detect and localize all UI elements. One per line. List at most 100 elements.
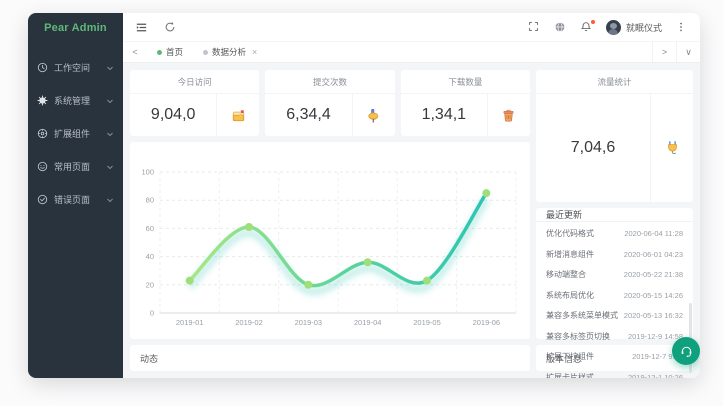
update-label: 扩展卡片样式 bbox=[546, 372, 594, 378]
tab-close-icon[interactable]: × bbox=[252, 47, 258, 57]
update-date: 2020-06-04 11:28 bbox=[624, 229, 683, 239]
app-logo: Pear Admin bbox=[44, 22, 107, 34]
stat-card-commits[interactable]: 提交次数 6,34,4 bbox=[265, 70, 395, 136]
chevron-down-icon bbox=[107, 198, 113, 202]
update-label: 扩展下拉组件 bbox=[546, 352, 594, 362]
update-row[interactable]: 新增消息组件 2020-06-01 04:23 bbox=[536, 244, 693, 265]
update-label: 兼容多系统菜单模式 bbox=[546, 311, 618, 321]
headset-chat-icon bbox=[681, 346, 691, 357]
update-row[interactable]: 兼容多标签页切换 2019-12-9 14:58 bbox=[536, 326, 693, 347]
tab-home[interactable]: 首页 bbox=[147, 42, 193, 62]
refresh-icon[interactable] bbox=[164, 21, 177, 34]
update-row[interactable]: 扩展卡片样式 2019-12-1 10:26 bbox=[536, 367, 693, 378]
svg-text:80: 80 bbox=[146, 196, 154, 205]
sidebar-menu: 工作空间 系统管理 扩展组件 常用 bbox=[28, 43, 123, 216]
svg-text:2019-06: 2019-06 bbox=[473, 318, 501, 327]
bell-icon[interactable] bbox=[580, 19, 595, 34]
stat-value: 1,34,1 bbox=[401, 94, 488, 136]
svg-text:100: 100 bbox=[141, 168, 154, 177]
more-icon[interactable] bbox=[675, 21, 688, 34]
sidebar: Pear Admin 工作空间 系统管理 扩展组件 bbox=[28, 13, 123, 378]
main-area: 就眠仪式 < 首页 数据分析 × > ∨ bbox=[123, 13, 700, 378]
update-date: 2019-12-7 9:06 bbox=[632, 352, 683, 362]
username-label: 就眠仪式 bbox=[625, 22, 662, 33]
stat-card-downloads[interactable]: 下载数量 1,34,1 bbox=[400, 70, 530, 136]
chevron-down-icon bbox=[107, 66, 113, 70]
svg-text:2019-03: 2019-03 bbox=[295, 318, 323, 327]
activity-title: 动态 bbox=[140, 353, 159, 364]
avatar bbox=[605, 19, 621, 35]
svg-text:2019-04: 2019-04 bbox=[354, 318, 382, 327]
svg-text:2019-02: 2019-02 bbox=[235, 318, 263, 327]
update-row[interactable]: 系统布局优化 2020-05-15 14:26 bbox=[536, 285, 693, 306]
gear-filled-icon bbox=[37, 95, 48, 106]
notification-dot bbox=[590, 19, 595, 24]
update-date: 2020-05-22 21:38 bbox=[623, 270, 683, 280]
update-label: 兼容多标签页切换 bbox=[546, 331, 610, 341]
collapse-menu-icon[interactable] bbox=[135, 21, 148, 34]
recent-updates-title: 最近更新 bbox=[536, 208, 693, 222]
visits-chart[interactable]: 0 20 40 60 80 100 2019-01 2019-02 2019-03 2019-04… bbox=[130, 142, 530, 339]
stat-title: 提交次数 bbox=[265, 70, 395, 94]
update-row[interactable]: 优化代码格式 2020-06-04 11:28 bbox=[536, 224, 693, 245]
fullscreen-icon[interactable] bbox=[528, 21, 541, 34]
tab-data-analysis[interactable]: 数据分析 × bbox=[193, 42, 267, 62]
stat-value: 9,04,0 bbox=[130, 94, 218, 136]
update-date: 2019-12-9 14:58 bbox=[627, 331, 683, 341]
puzzle-icon bbox=[37, 128, 48, 139]
stat-cards-row: 今日访问 9,04,0 提交次数 6,34,4 bbox=[130, 70, 530, 136]
left-column: 今日访问 9,04,0 提交次数 6,34,4 bbox=[130, 70, 530, 371]
update-row[interactable]: 移动端整合 2020-05-22 21:38 bbox=[536, 265, 693, 286]
sidebar-item-label: 错误页面 bbox=[54, 195, 91, 205]
sidebar-item-extensions[interactable]: 扩展组件 bbox=[28, 117, 123, 150]
right-column: 流量统计 7,04,6 最近更新 优化代码格式 2020-06-04 11:28 … bbox=[536, 70, 693, 378]
svg-text:2019-05: 2019-05 bbox=[413, 318, 441, 327]
stat-card-traffic[interactable]: 流量统计 7,04,6 bbox=[536, 70, 693, 202]
toolbar-right-group: 就眠仪式 bbox=[528, 19, 688, 35]
chevron-down-icon bbox=[107, 132, 113, 136]
globe-icon[interactable] bbox=[554, 21, 567, 34]
trash-icon bbox=[488, 107, 530, 124]
tab-label: 首页 bbox=[166, 47, 184, 57]
recent-updates-panel: 最近更新 优化代码格式 2020-06-04 11:28 新增消息组件 2020-0… bbox=[536, 207, 693, 378]
stat-title: 流量统计 bbox=[536, 70, 693, 94]
version-card[interactable]: 版本信息 bbox=[536, 345, 693, 371]
power-plug-icon bbox=[651, 139, 693, 156]
user-menu[interactable]: 就眠仪式 bbox=[605, 19, 662, 35]
tabs-collapse-button[interactable]: ∨ bbox=[676, 42, 700, 62]
sidebar-item-label: 工作空间 bbox=[54, 63, 91, 73]
top-toolbar: 就眠仪式 bbox=[123, 13, 700, 41]
support-fab-button[interactable] bbox=[672, 337, 700, 365]
tabs-prev-button[interactable]: < bbox=[132, 47, 138, 57]
update-row[interactable]: 扩展下拉组件 2019-12-7 9:06 bbox=[536, 347, 693, 368]
chevron-down-icon bbox=[107, 99, 113, 103]
recent-updates-list: 优化代码格式 2020-06-04 11:28 新增消息组件 2020-06-01 … bbox=[536, 222, 693, 378]
update-date: 2019-12-1 10:26 bbox=[627, 372, 683, 378]
sidebar-item-workspace[interactable]: 工作空间 bbox=[28, 51, 123, 84]
app-window: Pear Admin 工作空间 系统管理 扩展组件 bbox=[28, 13, 700, 378]
paint-roller-icon bbox=[353, 107, 395, 124]
tab-dot bbox=[203, 49, 209, 55]
sidebar-item-label: 常用页面 bbox=[54, 162, 91, 172]
svg-text:40: 40 bbox=[146, 252, 154, 261]
update-date: 2020-05-15 14:26 bbox=[623, 290, 683, 300]
version-title: 版本信息 bbox=[546, 353, 583, 364]
update-label: 移动端整合 bbox=[546, 270, 586, 280]
stat-card-visits[interactable]: 今日访问 9,04,0 bbox=[130, 70, 260, 136]
update-row[interactable]: 兼容多系统菜单模式 2020-05-13 16:32 bbox=[536, 306, 693, 327]
tabs-next-button[interactable]: > bbox=[652, 42, 676, 62]
svg-text:2019-01: 2019-01 bbox=[176, 318, 204, 327]
chevron-down-icon bbox=[107, 165, 113, 169]
stat-value: 7,04,6 bbox=[536, 94, 651, 202]
update-label: 新增消息组件 bbox=[546, 249, 594, 259]
sidebar-item-system[interactable]: 系统管理 bbox=[28, 84, 123, 117]
activity-card[interactable]: 动态 bbox=[130, 345, 530, 371]
sidebar-item-label: 系统管理 bbox=[54, 96, 91, 106]
sidebar-item-common-pages[interactable]: 常用页面 bbox=[28, 150, 123, 183]
check-circle-icon bbox=[37, 194, 48, 205]
update-date: 2020-06-01 04:23 bbox=[623, 249, 683, 259]
stat-title: 下载数量 bbox=[400, 70, 530, 94]
stat-value: 6,34,4 bbox=[265, 94, 353, 136]
dashboard-content: 今日访问 9,04,0 提交次数 6,34,4 bbox=[123, 63, 700, 378]
sidebar-item-error-pages[interactable]: 错误页面 bbox=[28, 183, 123, 216]
